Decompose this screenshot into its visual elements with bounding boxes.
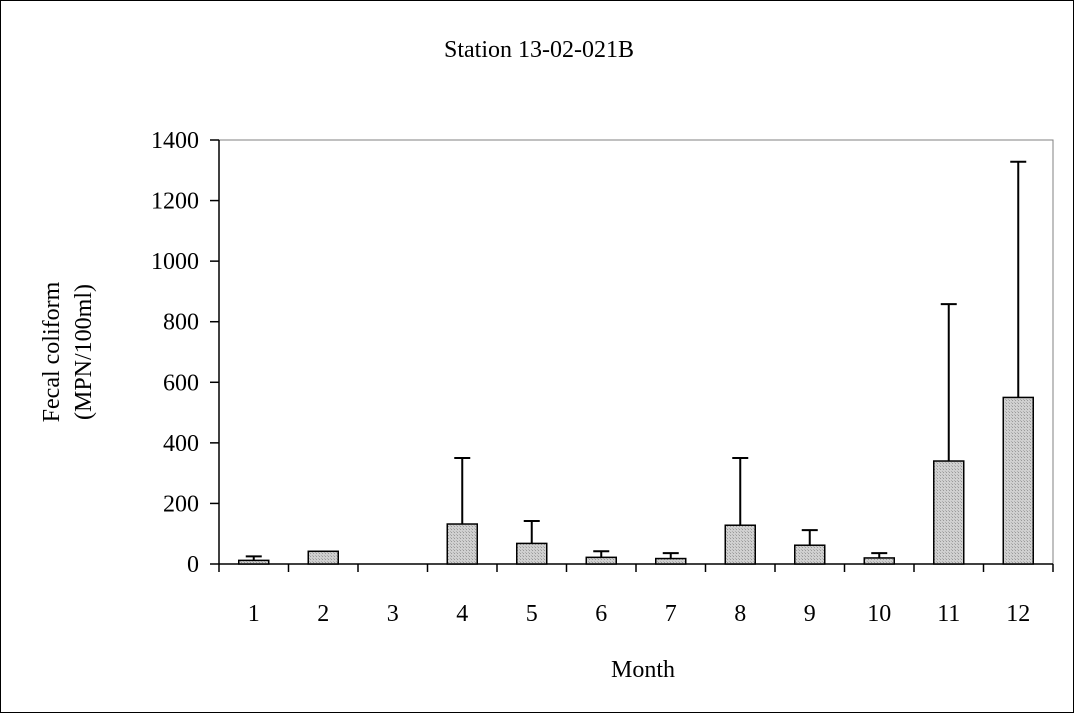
- y-axis-label: Fecal coliform (MPN/100ml): [39, 281, 97, 422]
- plot-area-border: [218, 139, 1054, 565]
- y-axis: 0 200 400 600 800 1000 1200 1400: [151, 128, 220, 578]
- bar: [794, 544, 826, 565]
- bar: [585, 556, 617, 565]
- y-tick-label: 200: [163, 491, 199, 517]
- y-tick-label: 1000: [151, 249, 199, 275]
- x-axis-label: Month: [611, 657, 675, 683]
- x-tick-label: 1: [248, 601, 260, 627]
- bar: [863, 557, 895, 565]
- x-tick-label: 8: [734, 601, 746, 627]
- x-tick-label: 7: [665, 601, 677, 627]
- x-tick-label: 10: [867, 601, 891, 627]
- x-tick-label: 12: [1006, 601, 1030, 627]
- bar: [307, 550, 339, 565]
- x-tick-label: 3: [387, 601, 399, 627]
- bar: [724, 524, 756, 565]
- x-tick-label: 9: [804, 601, 816, 627]
- chart-title: Station 13-02-021B: [444, 37, 634, 63]
- y-tick-label: 1200: [151, 189, 199, 215]
- error-bars: [245, 160, 1027, 561]
- bar: [1002, 396, 1034, 565]
- bar: [516, 542, 548, 565]
- x-tick-label: 2: [317, 601, 329, 627]
- bar: [655, 557, 687, 565]
- bar: [446, 523, 478, 565]
- bar: [238, 559, 270, 565]
- bars: [238, 396, 1034, 565]
- bar: [933, 460, 965, 565]
- y-axis-label-line-1: Fecal coliform: [39, 281, 65, 422]
- y-tick-label: 0: [187, 552, 199, 578]
- y-tick-label: 800: [163, 310, 199, 336]
- y-tick-label: 600: [163, 370, 199, 396]
- y-tick-label: 400: [163, 431, 199, 457]
- x-tick-label: 6: [595, 601, 607, 627]
- x-tick-label: 11: [937, 601, 960, 627]
- x-tick-label: 4: [456, 601, 468, 627]
- y-axis-label-line-2: (MPN/100ml): [71, 284, 97, 420]
- y-tick-label: 1400: [151, 128, 199, 154]
- x-tick-label: 5: [526, 601, 538, 627]
- x-axis: 1 2 3 4 5 6 7 8 9 10 11 12: [218, 563, 1054, 627]
